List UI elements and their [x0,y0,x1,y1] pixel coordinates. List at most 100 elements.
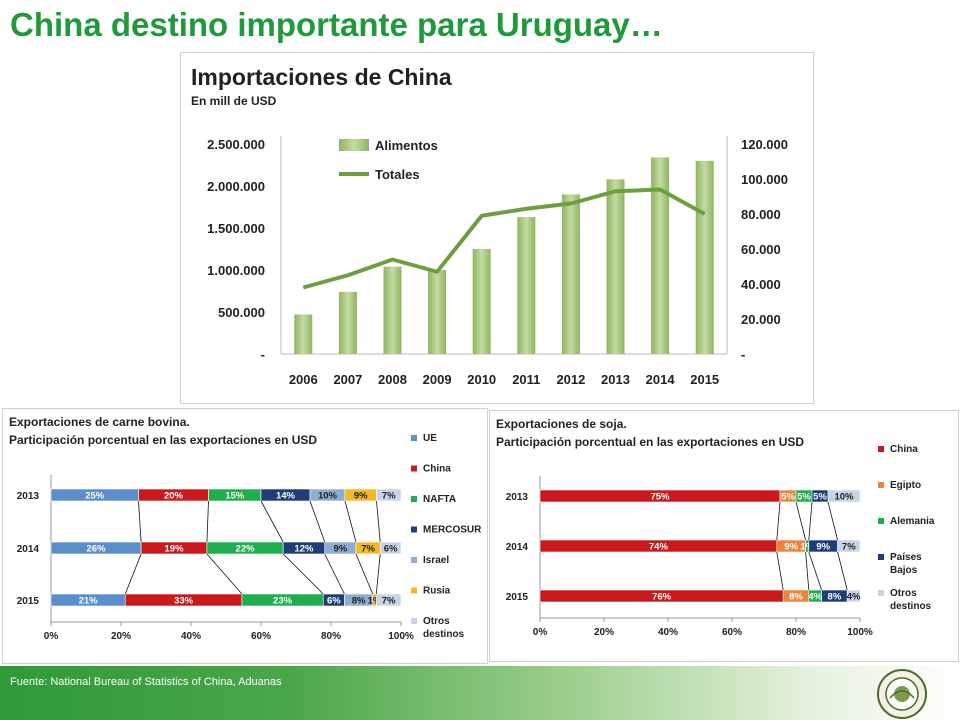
legend-swatch [411,496,417,502]
series-connector [376,500,381,543]
y-right-tick-label: 20.000 [741,312,781,327]
data-label: 8% [789,592,803,603]
data-label: 5% [813,492,827,503]
x-tick-label: 2010 [467,372,496,387]
data-label: 4% [808,592,822,603]
beef-exports-chart: Exportaciones de carne bovina. Participac… [9,415,482,642]
data-label: 7% [842,542,856,553]
data-label: 8% [828,592,842,603]
y-right-tick-label: 40.000 [741,277,781,292]
legend-swatch [878,482,884,488]
x-tick-label: 2012 [556,372,585,387]
y-left-tick-label: 500.000 [218,305,265,320]
series-connector [776,551,784,591]
legend-label: NAFTA [423,494,456,505]
segment-otros-destinos [375,593,402,607]
segment-otros-destinos [376,488,402,502]
asociacion-rural-seal-icon [877,669,927,719]
legend-swatch [878,554,884,560]
data-label: 5% [797,492,811,503]
legend-swatch [411,435,417,441]
y-left-tick-label: 2.500.000 [207,137,265,152]
soy-exports-chart: Exportaciones de soja. Participación porc… [496,417,935,638]
legend-label: Alemania [890,516,935,527]
legend-label-totales: Totales [375,167,420,182]
x-tick-label: 2015 [690,372,719,387]
series-connector [138,500,142,543]
series-connector [837,551,848,591]
totales-line [302,187,706,290]
series-connector [808,551,822,591]
data-label: 7% [361,544,375,555]
y-right-tick-label: 60.000 [741,242,781,257]
chart-subtitle: En mill de USD [191,94,277,108]
legend-label: China [423,464,451,475]
x-tick-label: 2007 [333,372,362,387]
chart-subtitle: Participación porcentual en las exportac… [496,435,804,449]
series-connector [282,553,324,595]
series-connector [309,500,326,543]
beef-exports-panel: Exportaciones de carne bovina. Participac… [2,408,488,664]
category-label: 2013 [17,491,40,502]
data-label: 7% [382,596,396,607]
legend-label: Otros [423,616,450,627]
data-label: 9% [816,542,830,553]
series-connector [375,553,381,595]
y-left-tick-label: 1.000.000 [207,263,265,278]
y-left-tick-label: - [261,347,265,362]
alimentos-bar [517,217,536,354]
x-tick-label: 60% [251,631,271,642]
alimentos-bar [606,179,625,354]
series-connector [827,501,838,541]
footer-band: Fuente: National Bureau of Statistics of… [0,666,960,720]
segment-otros-destinos [379,541,402,555]
data-label: 9% [354,491,368,502]
alimentos-bar [651,157,670,354]
chart-title: Exportaciones de soja. [496,417,627,431]
x-tick-label: 20% [111,631,131,642]
data-label: 75% [650,492,670,503]
x-tick-label: 2008 [378,372,407,387]
data-label: 14% [276,491,296,502]
data-label: 7% [382,491,396,502]
x-tick-label: 40% [181,631,201,642]
legend-label: China [890,444,918,455]
series-connector [776,501,781,541]
legend-swatch [411,557,417,563]
alimentos-bar [383,266,402,354]
alimentos-bar [472,249,491,354]
legend-label: Bajos [890,565,918,576]
legend-label: Rusia [423,586,451,597]
series-connector [124,553,142,595]
data-label: 6% [327,596,341,607]
alimentos-bar [338,291,357,354]
data-label: 25% [85,491,105,502]
legend-swatch [878,590,884,596]
data-label: 10% [318,491,338,502]
segment-otros-destinos [837,539,861,553]
y-left-tick-label: 1.500.000 [207,221,265,236]
data-label: 4% [847,592,861,603]
data-label: 23% [273,596,293,607]
data-label: 74% [649,542,669,553]
segment-otros-destinos [827,489,861,503]
chart-title: Importaciones de China [191,64,452,90]
data-label: 20% [164,491,184,502]
legend-swatch [411,465,417,472]
x-tick-label: 100% [388,631,414,642]
legend-label: Israel [423,555,449,566]
series-connector [805,551,810,591]
legend-swatch [878,446,884,452]
x-tick-label: 0% [44,631,59,642]
legend-label: Otros [890,588,917,599]
legend-label: MERCOSUR [423,525,482,536]
data-label: 5% [781,492,795,503]
data-label: 26% [87,544,107,555]
category-label: 2015 [506,592,529,603]
x-tick-label: 2006 [289,372,318,387]
series-connector [260,500,284,543]
series-connector [355,553,374,595]
segment-otros-destinos [846,589,861,603]
legend-label: Países [890,552,922,563]
soy-exports-panel: Exportaciones de soja. Participación porc… [489,410,959,662]
